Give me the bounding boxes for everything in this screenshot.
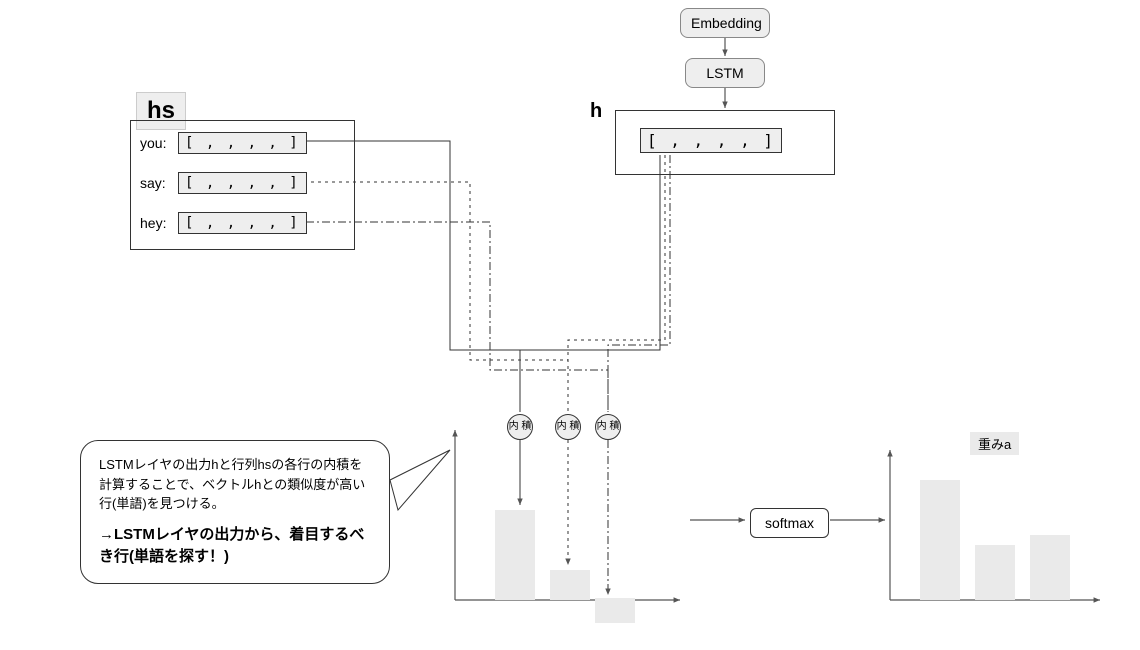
chart2-bar-0 bbox=[920, 480, 960, 600]
dot-circle-1: 内 積 bbox=[555, 414, 581, 440]
h-vec: [ , , , , ] bbox=[640, 128, 782, 153]
softmax-node: softmax bbox=[750, 508, 829, 538]
chart1-bar-2 bbox=[595, 598, 635, 623]
chart2-bar-1 bbox=[975, 545, 1015, 600]
hs-word-1: say: bbox=[140, 175, 166, 191]
chart1-bar-1 bbox=[550, 570, 590, 600]
speech-text-1: LSTMレイヤの出力hと行列hsの各行の内積を計算することで、ベクトルhとの類似… bbox=[99, 455, 371, 514]
chart2-title: 重みa bbox=[970, 432, 1019, 455]
chart1-bar-0 bbox=[495, 510, 535, 600]
speech-text-2: →LSTMレイヤの出力から、着目するべき行(単語を探す！) bbox=[99, 524, 371, 569]
hs-vec-1: [ , , , , ] bbox=[178, 172, 307, 194]
dot-circle-2: 内 積 bbox=[595, 414, 621, 440]
speech-bubble: LSTMレイヤの出力hと行列hsの各行の内積を計算することで、ベクトルhとの類似… bbox=[80, 440, 390, 584]
chart2-bar-2 bbox=[1030, 535, 1070, 600]
hs-word-0: you: bbox=[140, 135, 166, 151]
hs-word-2: hey: bbox=[140, 215, 166, 231]
hs-vec-0: [ , , , , ] bbox=[178, 132, 307, 154]
h-title: h bbox=[590, 100, 602, 123]
hs-vec-2: [ , , , , ] bbox=[178, 212, 307, 234]
dot-circle-0: 内 積 bbox=[507, 414, 533, 440]
embedding-node: Embedding bbox=[680, 8, 770, 38]
lstm-node: LSTM bbox=[685, 58, 765, 88]
